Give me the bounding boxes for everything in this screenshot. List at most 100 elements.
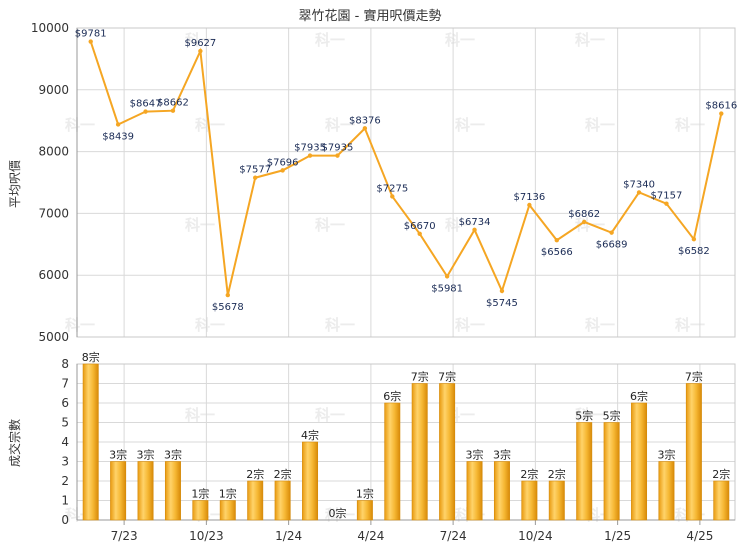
watermark-text: 科一 (445, 216, 475, 234)
watermark-text: 科一 (585, 316, 615, 334)
count-bar (631, 402, 648, 521)
count-bar (356, 500, 373, 521)
watermark-text: 科一 (65, 116, 95, 134)
price-data-label: $8616 (705, 101, 737, 112)
price-data-label: $8662 (157, 98, 189, 109)
count-tick-label: 0 (61, 513, 69, 527)
line-layer (88, 39, 724, 298)
count-bar-label: 3宗 (493, 448, 511, 462)
count-bar-label: 4宗 (301, 428, 319, 442)
count-bar-label: 7宗 (685, 370, 703, 384)
count-bar-label: 1宗 (219, 487, 237, 501)
count-bar (493, 461, 510, 521)
count-bar-label: 5宗 (575, 409, 593, 423)
x-tick-label: 4/25 (686, 529, 713, 543)
x-tick-label: 1/25 (604, 529, 631, 543)
count-bar-label: 5宗 (603, 409, 621, 423)
count-tick-label: 3 (61, 455, 69, 469)
price-tick-label: 5000 (38, 330, 69, 344)
count-axis-title: 成交宗數 (7, 419, 22, 467)
count-bar-label: 7宗 (411, 370, 429, 384)
price-point (88, 39, 93, 44)
count-bar (658, 461, 675, 521)
count-bar-label: 8宗 (82, 350, 100, 364)
count-tick-label: 4 (61, 435, 69, 449)
price-data-label: $5981 (431, 283, 463, 294)
count-tick-label: 1 (61, 494, 69, 508)
count-bar (110, 461, 127, 521)
watermark-text: 科一 (185, 216, 215, 234)
x-tick-label: 7/23 (111, 529, 138, 543)
price-data-label: $7340 (623, 179, 655, 190)
x-tick-label: 1/24 (275, 529, 302, 543)
count-bar-label: 2宗 (548, 467, 566, 481)
count-bar (164, 461, 181, 521)
price-point (280, 168, 285, 173)
price-point (253, 175, 258, 180)
labels-layer: 5000 6000 7000 8000 9000 10000 0 1 2 3 4 5 6 7 8 7/23 10… (31, 21, 737, 543)
price-data-label: $7696 (267, 157, 299, 168)
price-point (499, 288, 505, 294)
price-point (362, 126, 368, 131)
price-data-label: $8376 (349, 115, 381, 126)
x-tick-label: 10/23 (189, 529, 224, 543)
chart-title: 翠竹花園 - 實用呎價走勢 (299, 8, 442, 24)
watermark-text: 科一 (585, 116, 615, 134)
count-bar (466, 461, 483, 521)
count-bar (548, 480, 565, 521)
count-bar (576, 422, 593, 521)
watermark-text: 科一 (455, 116, 485, 134)
count-tick-label: 8 (61, 357, 69, 371)
x-tick-label: 4/24 (357, 529, 384, 543)
bars-layer (82, 363, 730, 521)
price-point (170, 108, 176, 113)
price-data-label: $6670 (404, 221, 436, 232)
price-point (444, 274, 450, 279)
price-data-label: $7935 (294, 143, 326, 154)
price-point (582, 219, 587, 225)
price-data-label: $7935 (322, 143, 354, 154)
price-data-label: $6566 (541, 247, 573, 258)
count-tick-label: 5 (61, 416, 69, 430)
price-axis-title: 平均呎價 (8, 160, 22, 208)
watermark-text: 科一 (195, 116, 225, 134)
count-bar-label: 2宗 (520, 467, 538, 481)
price-tick-label: 8000 (38, 145, 69, 159)
x-tick-label: 10/24 (518, 529, 553, 543)
watermark-text: 科一 (185, 406, 215, 424)
count-bar-label: 6宗 (383, 389, 401, 403)
count-bar-label: 1宗 (191, 487, 209, 501)
price-data-label: $6582 (678, 246, 710, 257)
price-data-label: $8647 (130, 99, 162, 110)
price-data-label: $9627 (184, 38, 216, 49)
price-data-label: $5678 (212, 302, 244, 313)
count-bar-label: 2宗 (274, 467, 292, 481)
count-bar-label: 3宗 (466, 448, 484, 462)
count-tick-label: 6 (61, 396, 69, 410)
count-bar (82, 363, 99, 521)
price-point (719, 111, 724, 116)
price-point (691, 237, 697, 242)
count-bar-label: 6宗 (630, 389, 648, 403)
watermark-text: 科一 (575, 406, 605, 424)
count-bar-label: 0宗 (328, 506, 346, 520)
watermark-text: 科一 (65, 316, 95, 334)
price-data-label: $8439 (102, 131, 134, 142)
watermark-text: 科一 (575, 31, 605, 49)
count-bar (603, 422, 620, 521)
watermark-text: 科一 (325, 316, 355, 334)
price-point (225, 292, 230, 298)
price-data-label: $7157 (651, 191, 683, 202)
price-point (143, 109, 148, 114)
count-bar (192, 500, 209, 521)
count-bar (302, 441, 319, 521)
price-series-line (89, 41, 723, 296)
count-bar-label: 2宗 (246, 467, 264, 481)
count-bar (274, 480, 291, 521)
price-point (390, 194, 395, 199)
watermark-text: 科一 (315, 216, 345, 234)
price-tick-label: 9000 (38, 83, 69, 97)
price-tick-label: 10000 (31, 21, 69, 35)
watermark-text: 科一 (675, 316, 705, 334)
